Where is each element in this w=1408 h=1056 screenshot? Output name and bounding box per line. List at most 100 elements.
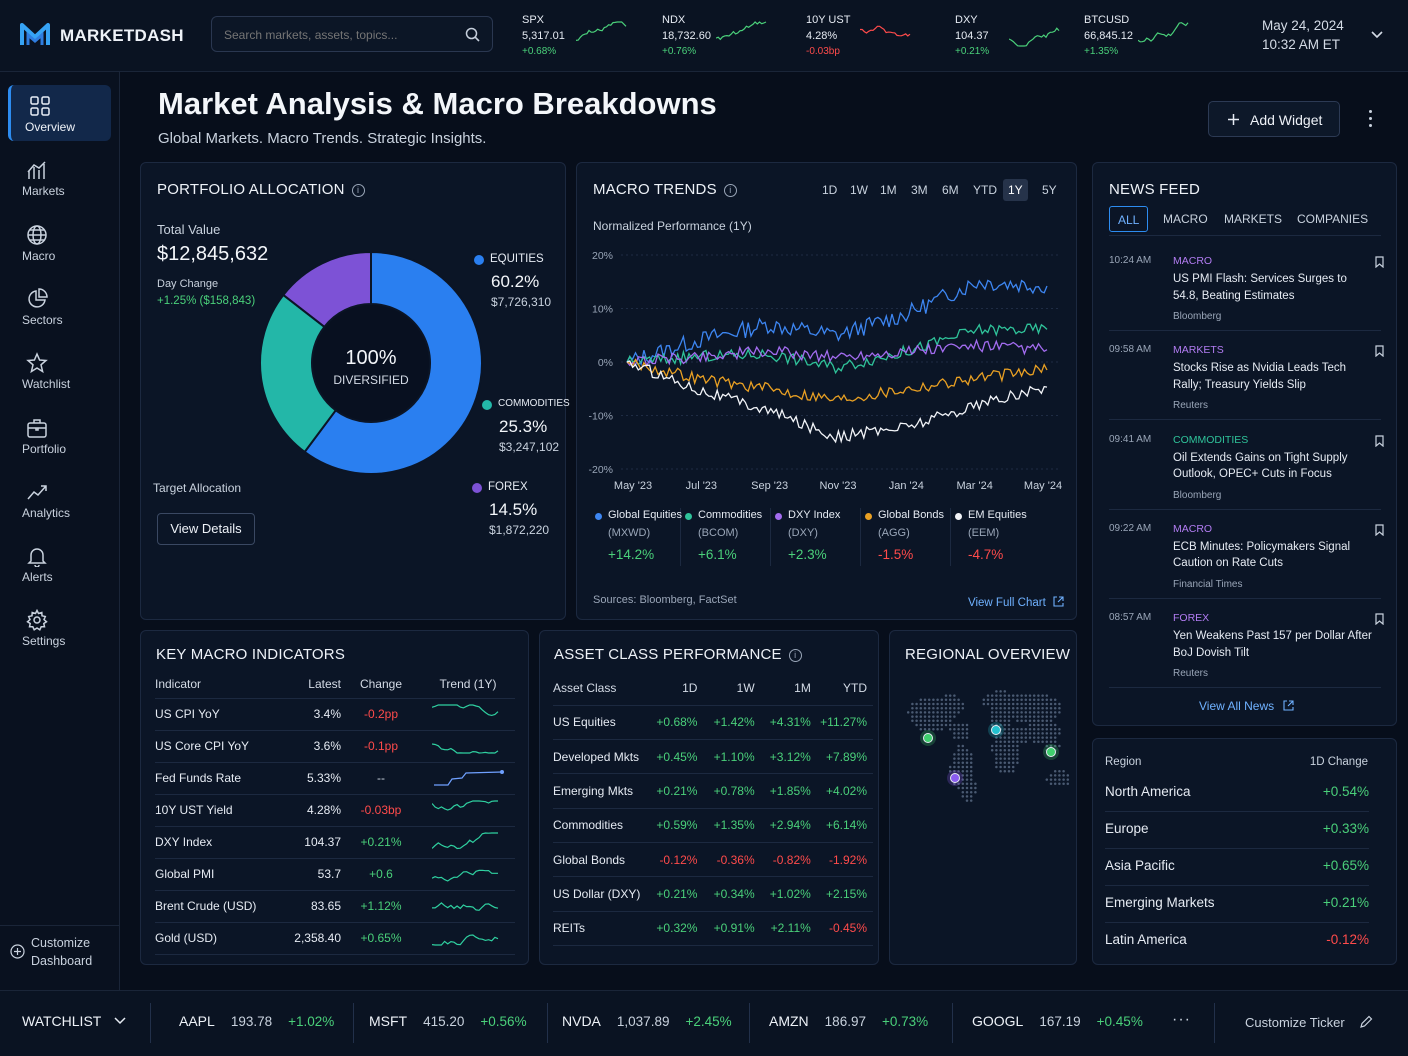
table-row[interactable]: US Equities +0.68% +1.42% +4.31% +11.27% [553, 705, 873, 741]
ticker-spx[interactable]: SPX 5,317.01 +0.68% [522, 12, 642, 60]
chevron-down-icon[interactable] [1370, 30, 1384, 40]
app-name: MARKETDASH [60, 26, 184, 45]
donut-slice-equities[interactable] [303, 250, 483, 475]
series-line-em-equities[interactable] [626, 360, 1048, 444]
more-menu-icon[interactable] [1365, 110, 1377, 130]
view-full-chart-link[interactable]: View Full Chart [968, 593, 1064, 609]
search-box[interactable] [211, 16, 493, 52]
macro-legend-item[interactable]: DXY Index (DXY) +2.3% [773, 508, 861, 566]
range-tab-1m[interactable]: 1M [880, 183, 897, 197]
sidebar-item-portfolio[interactable]: Portfolio [8, 407, 111, 463]
region-row[interactable]: Asia Pacific +0.65% [1105, 849, 1369, 886]
region-marker[interactable] [991, 725, 1001, 735]
search-icon[interactable] [465, 27, 480, 42]
region-row[interactable]: Emerging Markets +0.21% [1105, 886, 1369, 923]
add-widget-button[interactable]: Add Widget [1208, 101, 1340, 137]
sidebar-item-analytics[interactable]: Analytics [8, 471, 111, 527]
sidebar-item-macro[interactable]: Macro [8, 214, 111, 270]
view-details-button[interactable]: View Details [157, 513, 255, 545]
ticker-btcusd[interactable]: BTCUSD 66,845.12 +1.35% [1084, 12, 1204, 60]
table-row[interactable]: Gold (USD) 2,358.40 +0.65% [155, 922, 515, 955]
range-tab-1d[interactable]: 1D [822, 183, 838, 197]
news-item[interactable]: 10:24 AM MACRO US PMI Flash: Services Surg… [1109, 241, 1384, 331]
watchlist-item-amzn[interactable]: AMZN 186.97 +0.73% [769, 1003, 953, 1043]
table-row[interactable]: Fed Funds Rate 5.33% -- [155, 762, 515, 795]
sidebar-item-watchlist[interactable]: Watchlist [8, 342, 111, 398]
donut-slice-forex[interactable] [281, 250, 372, 329]
table-row[interactable]: 10Y UST Yield 4.28% -0.03bp [155, 794, 515, 827]
table-row[interactable]: US CPI YoY 3.4% -0.2pp [155, 698, 515, 731]
news-item[interactable]: 09:22 AM MACRO ECB Minutes: Policymakers S… [1109, 509, 1384, 599]
info-icon[interactable]: i [788, 649, 802, 662]
ticker-10y-ust[interactable]: 10Y UST 4.28% -0.03bp [806, 12, 926, 60]
ticker-dxy[interactable]: DXY 104.37 +0.21% [955, 12, 1075, 60]
search-input[interactable] [224, 25, 459, 45]
sidebar-item-alerts[interactable]: Alerts [8, 535, 111, 591]
series-line-global-equities[interactable] [626, 279, 1048, 367]
region-marker[interactable] [1046, 747, 1056, 757]
bookmark-icon[interactable] [1375, 523, 1384, 537]
watchlist-dropdown[interactable]: WATCHLIST [22, 1013, 126, 1031]
series-line-dxy-index[interactable] [626, 338, 1048, 368]
watchlist-item-aapl[interactable]: AAPL 193.78 +1.02% [179, 1003, 354, 1043]
series-line-global-bonds[interactable] [626, 358, 1048, 403]
table-row[interactable]: Global PMI 53.7 +0.6 [155, 858, 515, 891]
world-map[interactable] [902, 679, 1074, 829]
customize-dashboard-button[interactable]: Customize Dashboard [10, 934, 115, 974]
sidebar-item-settings[interactable]: Settings [8, 599, 111, 655]
macro-legend-item[interactable]: Commodities (BCOM) +6.1% [683, 508, 771, 566]
region-row[interactable]: Europe +0.33% [1105, 812, 1369, 849]
news-tab-markets[interactable]: MARKETS [1224, 212, 1283, 226]
news-item[interactable]: 08:57 AM FOREX Yen Weakens Past 157 per Do… [1109, 598, 1384, 689]
news-tab-companies[interactable]: COMPANIES [1297, 212, 1369, 226]
range-tab-1w[interactable]: 1W [850, 183, 868, 197]
watch-change: +0.45% [1096, 1014, 1143, 1029]
news-tab-all[interactable]: ALL [1109, 206, 1149, 232]
info-icon[interactable]: i [351, 184, 365, 197]
news-item[interactable]: 09:41 AM COMMODITIES Oil Extends Gains on … [1109, 420, 1384, 510]
series-line-commodities[interactable] [626, 322, 1048, 375]
bookmark-icon[interactable] [1375, 434, 1384, 447]
table-row[interactable]: Emerging Mkts +0.21% +0.78% +1.85% +4.02% [553, 773, 873, 809]
table-row[interactable]: Global Bonds -0.12% -0.36% -0.82% -1.92% [553, 842, 873, 878]
ticker-ndx[interactable]: NDX 18,732.60 +0.76% [662, 12, 782, 60]
allocation-donut[interactable] [253, 245, 489, 481]
region-row[interactable]: North America +0.54% [1105, 775, 1369, 812]
macro-legend-item[interactable]: Global Bonds (AGG) -1.5% [863, 508, 951, 566]
table-row[interactable]: DXY Index 104.37 +0.21% [155, 826, 515, 859]
watchlist-item-msft[interactable]: MSFT 415.20 +0.56% [369, 1003, 548, 1043]
info-icon[interactable]: i [723, 184, 737, 197]
indicator-name: US CPI YoY [155, 698, 267, 731]
customize-ticker-button[interactable]: Customize Ticker [1245, 1014, 1373, 1032]
region-marker[interactable] [950, 773, 960, 783]
region-marker[interactable] [923, 733, 933, 743]
more-tickers-button[interactable]: ··· [1172, 1011, 1191, 1028]
bookmark-icon[interactable] [1375, 612, 1384, 626]
range-tab-5y[interactable]: 5Y [1042, 183, 1057, 197]
table-row[interactable]: Brent Crude (USD) 83.65 +1.12% [155, 890, 515, 923]
table-row[interactable]: US Core CPI YoY 3.6% -0.1pp [155, 730, 515, 763]
bookmark-icon[interactable] [1375, 344, 1384, 358]
table-row[interactable]: US Dollar (DXY) +0.21% +0.34% +1.02% +2.15% [553, 876, 873, 912]
table-row[interactable]: REITs +0.32% +0.91% +2.11% -0.45% [553, 911, 873, 946]
sidebar-item-sectors[interactable]: Sectors [8, 278, 111, 334]
watchlist-item-nvda[interactable]: NVDA 1,037.89 +2.45% [562, 1003, 750, 1043]
range-tab-ytd[interactable]: YTD [973, 183, 997, 197]
range-tab-1y[interactable]: 1Y [1003, 179, 1028, 201]
donut-slice-commodities[interactable] [259, 293, 338, 454]
macro-line-chart[interactable]: 20% 10% 0% -10% -20%May '23 Jul '23 Sep '23 Nov… [577, 241, 1078, 501]
bookmark-icon[interactable] [1375, 255, 1384, 269]
sidebar-item-markets[interactable]: Markets [8, 149, 111, 205]
range-tab-3m[interactable]: 3M [911, 183, 928, 197]
table-row[interactable]: Developed Mkts +0.45% +1.10% +3.12% +7.89% [553, 739, 873, 775]
macro-legend-item[interactable]: Global Equities (MXWD) +14.2% [593, 508, 682, 566]
news-tab-macro[interactable]: MACRO [1163, 212, 1208, 226]
range-tab-6m[interactable]: 6M [942, 183, 959, 197]
region-row[interactable]: Latin America -0.12% [1105, 923, 1369, 960]
table-row[interactable]: Commodities +0.59% +1.35% +2.94% +6.14% [553, 808, 873, 843]
macro-legend-item[interactable]: EM Equities (EEM) -4.7% [953, 508, 1041, 566]
watchlist-item-googl[interactable]: GOOGL 167.19 +0.45% [972, 1013, 1143, 1029]
sidebar-item-overview[interactable]: Overview [8, 85, 111, 141]
news-item[interactable]: 09:58 AM MARKETS Stocks Rise as Nvidia Lea… [1109, 330, 1384, 421]
view-all-news-link[interactable]: View All News [1199, 697, 1294, 715]
